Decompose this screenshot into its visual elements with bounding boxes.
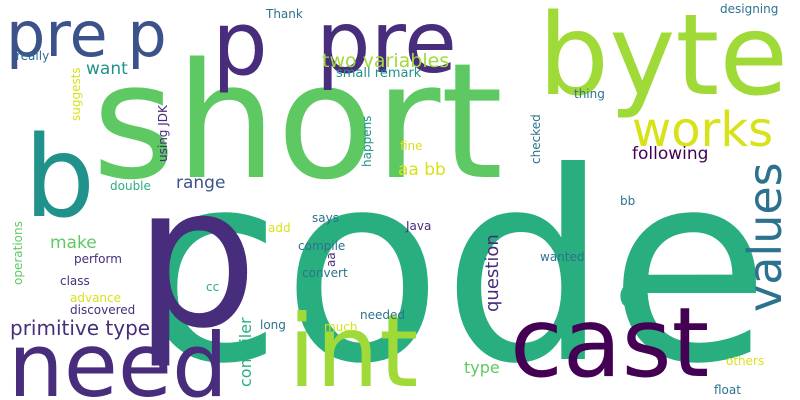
word-compile: compile (298, 239, 346, 253)
word-small-remark: small remark (336, 66, 422, 81)
word-aa: aa (324, 252, 338, 267)
word-fine: fine (400, 139, 423, 153)
word-happens: happens (360, 115, 374, 167)
word-others: others (726, 354, 765, 368)
word-float: float (714, 383, 741, 397)
word-compiler: compiler (236, 317, 255, 387)
word-question: question (482, 234, 503, 312)
word-code: code (138, 116, 770, 400)
word-long: long (260, 318, 286, 332)
word-primitive-type: primitive type (10, 316, 151, 340)
word-says: says (312, 211, 339, 225)
word-thank: Thank (266, 7, 303, 21)
word-double: double (110, 179, 151, 193)
word-make: make (50, 233, 97, 253)
word-operations: operations (11, 221, 25, 285)
word-need: need (8, 314, 228, 400)
word-type: type (464, 358, 500, 377)
word-needed: needed (360, 308, 405, 322)
word-aa-bb: aa bb (398, 160, 446, 180)
word-designing: designing (720, 2, 779, 16)
word-byte: byte (538, 0, 789, 121)
word-advance: advance (70, 291, 122, 305)
word-really: really (16, 49, 50, 63)
word-works: works (632, 102, 774, 158)
word-discovered: discovered (70, 303, 136, 317)
word-pre: pre (316, 0, 457, 93)
word-int: int (288, 293, 419, 400)
word-checked: checked (529, 114, 543, 164)
word-short: short (92, 28, 504, 215)
word-convert: convert (302, 266, 348, 280)
word-using-jdk: using JDK (156, 105, 170, 162)
word-pre-p: pre p (6, 0, 167, 71)
word-cast: cast (510, 287, 710, 399)
word-thing: thing (574, 87, 605, 101)
word-cc: cc (206, 280, 220, 294)
word-add: add (268, 221, 291, 235)
word-two-variables: two variables (322, 50, 450, 72)
word-p: p (134, 144, 258, 371)
word-following: following (632, 144, 709, 164)
word-p-top: p (212, 0, 268, 95)
word-class: class (60, 274, 90, 288)
word-suggests: suggests (69, 67, 83, 121)
word-c: c (618, 268, 643, 319)
word-bb: bb (620, 194, 636, 208)
word-wanted: wanted (540, 250, 585, 264)
word-values: values (738, 162, 792, 312)
word-want: want (86, 59, 128, 79)
word-much: much (324, 320, 358, 334)
word-b: b (24, 113, 96, 243)
word-perform: perform (74, 252, 122, 266)
word-range: range (176, 173, 226, 193)
word-java: Java (406, 219, 432, 233)
